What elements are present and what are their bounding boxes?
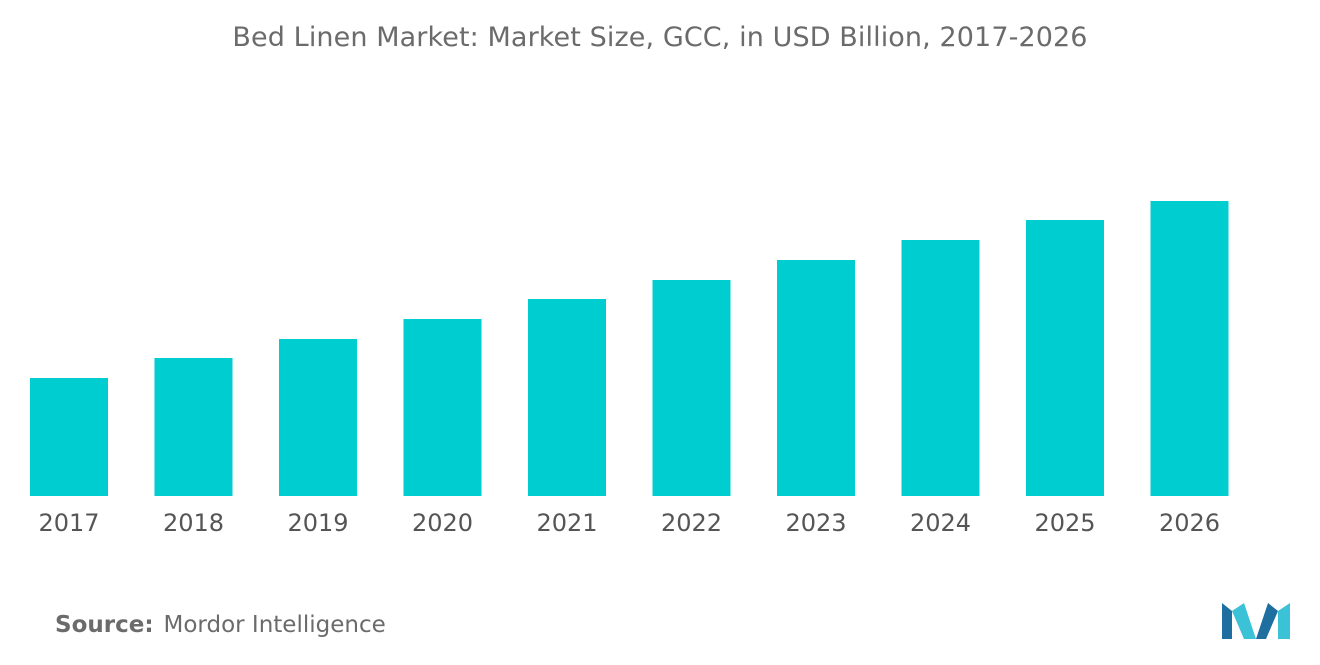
bar-2022 xyxy=(652,280,731,496)
chart-title: Bed Linen Market: Market Size, GCC, in U… xyxy=(232,22,1088,53)
x-tick-label-2024: 2024 xyxy=(910,509,971,537)
bar-2021 xyxy=(528,299,606,496)
mordor-intelligence-logo-icon xyxy=(1222,603,1290,643)
source-note: Source: Mordor Intelligence xyxy=(55,612,386,638)
bar-2025 xyxy=(1026,220,1104,496)
x-tick-labels: 2017 2018 2019 2020 2021 2022 2023 2024 2025 2026 xyxy=(38,509,1220,537)
logo-right-stem xyxy=(1278,603,1290,639)
x-tick-label-2026: 2026 xyxy=(1159,509,1220,537)
bar-2020 xyxy=(403,319,482,496)
source-text: Mordor Intelligence xyxy=(163,612,386,638)
logo-left-diag xyxy=(1232,603,1256,639)
bar-2019 xyxy=(279,339,357,496)
bar-2026 xyxy=(1150,201,1229,496)
x-tick-label-2020: 2020 xyxy=(412,509,473,537)
bar-2024 xyxy=(901,240,980,496)
x-tick-label-2019: 2019 xyxy=(287,509,348,537)
bar-2023 xyxy=(777,260,855,496)
x-tick-label-2018: 2018 xyxy=(163,509,224,537)
x-tick-label-2021: 2021 xyxy=(536,509,597,537)
logo-right-diag xyxy=(1256,603,1278,639)
bars-group xyxy=(30,201,1229,496)
bar-2017 xyxy=(30,378,108,496)
x-tick-label-2023: 2023 xyxy=(785,509,846,537)
x-tick-label-2022: 2022 xyxy=(661,509,722,537)
source-label: Source: xyxy=(55,612,154,638)
logo-left-stem xyxy=(1222,603,1232,639)
bar-2018 xyxy=(154,358,233,496)
x-tick-label-2025: 2025 xyxy=(1034,509,1095,537)
x-tick-label-2017: 2017 xyxy=(38,509,99,537)
